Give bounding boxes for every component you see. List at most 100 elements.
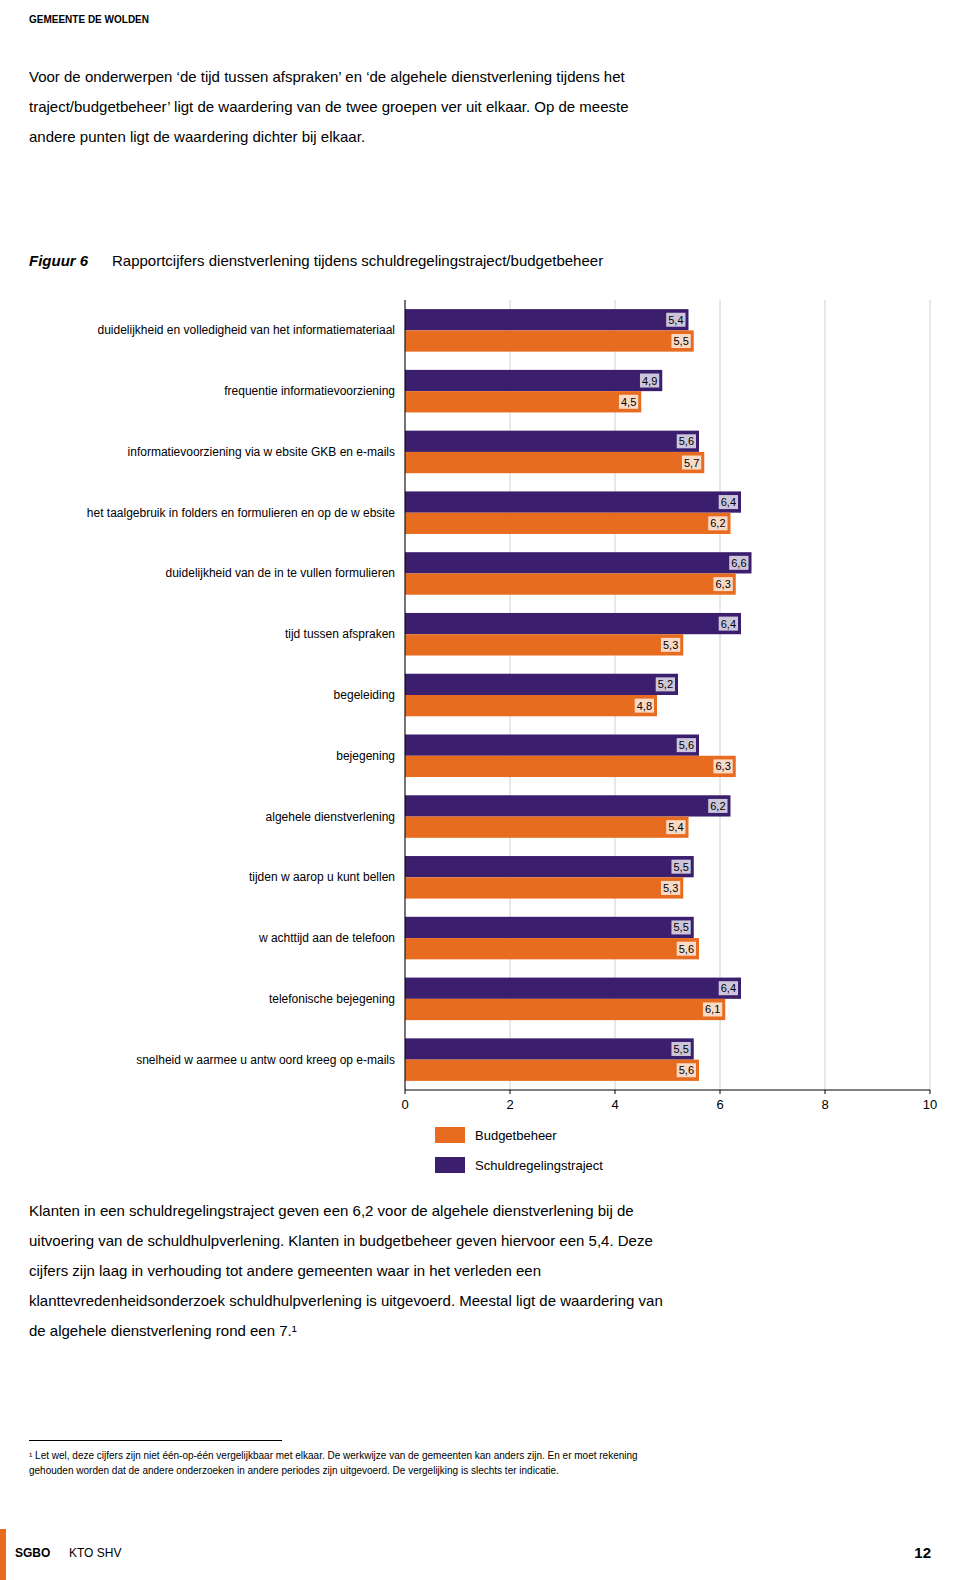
category-label: het taalgebruik in folders en formuliere… [87, 506, 396, 520]
category-label: tijden w aarop u kunt bellen [249, 870, 395, 884]
category-label: telefonische bejegening [269, 992, 395, 1006]
title: Rapportcijfers dienstverlening tijdens s… [112, 252, 603, 269]
category-label: w achttijd aan de telefoon [258, 931, 395, 945]
data-label: 4,8 [637, 700, 652, 712]
legend-swatch [435, 1127, 465, 1143]
footer-line: klanttevredenheidsonderzoek schuldhulpve… [29, 1286, 934, 1316]
data-label: 4,5 [621, 396, 636, 408]
sgbo-label: SGBO [15, 1546, 50, 1560]
footer-line: uitvoering van de schuldhulpverlening. K… [29, 1226, 934, 1256]
data-label-bg [677, 942, 696, 956]
data-label-bg [703, 1002, 722, 1016]
grid-line [930, 300, 931, 1090]
data-label: 6,6 [731, 557, 746, 569]
x-tick-label: 8 [821, 1097, 828, 1112]
data-label: 5,6 [679, 943, 694, 955]
data-label: 5,6 [679, 435, 694, 447]
data-label-bg [656, 677, 675, 691]
page: GEMEENTE DE WOLDENVoor de onderwerpen ‘d… [0, 0, 960, 1580]
intro-line: andere punten ligt de waardering dichter… [29, 122, 934, 152]
data-label-bg [677, 434, 696, 448]
intro-line: Voor de onderwerpen ‘de tijd tussen afsp… [29, 62, 934, 92]
x-tick-label: 6 [716, 1097, 723, 1112]
category-label: informatievoorziening via w ebsite GKB e… [128, 445, 395, 459]
bar [405, 978, 741, 999]
bar [405, 309, 689, 330]
bar [405, 552, 752, 573]
bar [405, 391, 641, 412]
bar [405, 695, 657, 716]
x-tick [825, 1090, 826, 1094]
x-axis-line [405, 1090, 930, 1091]
title-label: Figuur 6 [29, 252, 88, 269]
data-label-bg [719, 617, 738, 631]
data-label-bg [713, 577, 732, 591]
bar [405, 330, 694, 351]
data-label-bg [640, 374, 659, 388]
data-label: 5,5 [673, 921, 688, 933]
data-label: 6,4 [721, 618, 736, 630]
footer-line: Klanten in een schuldregelingstraject ge… [29, 1196, 934, 1226]
footnote-line: ¹ Let wel, deze cijfers zijn niet één-op… [29, 1448, 949, 1463]
bar [405, 735, 699, 756]
data-label: 6,4 [721, 496, 736, 508]
bar [405, 999, 725, 1020]
bar [405, 370, 662, 391]
data-label: 6,2 [710, 517, 725, 529]
bar [405, 491, 741, 512]
footnote-line: gehouden worden dat de andere onderzoeke… [29, 1463, 949, 1478]
bar [405, 613, 741, 634]
data-label: 5,5 [673, 335, 688, 347]
bar [405, 877, 683, 898]
data-label-bg [671, 334, 690, 348]
legend-swatch [435, 1157, 465, 1173]
category-labels: duidelijkheid en volledigheid van het in… [87, 323, 396, 1066]
bar [405, 634, 683, 655]
data-label-bg [713, 759, 732, 773]
data-labels: 5,45,54,94,55,65,76,46,26,66,36,45,35,24… [619, 313, 749, 1078]
bar [405, 756, 736, 777]
bar [405, 452, 704, 473]
x-tick-label: 2 [506, 1097, 513, 1112]
data-label-bg [677, 738, 696, 752]
data-label-bg [719, 495, 738, 509]
legend: BudgetbeheerSchuldregelingstraject [435, 1127, 603, 1173]
category-label: duidelijkheid van de in te vullen formul… [166, 566, 395, 580]
grid-line [720, 300, 721, 1090]
data-label: 6,3 [715, 760, 730, 772]
bar [405, 817, 689, 838]
data-label-bg [677, 1063, 696, 1077]
data-label: 5,6 [679, 1064, 694, 1076]
footnote: ¹ Let wel, deze cijfers zijn niet één-op… [29, 1448, 949, 1478]
kto-label: KTO SHV [69, 1546, 121, 1560]
bottom-stripe [0, 1529, 6, 1580]
intro-text: Voor de onderwerpen ‘de tijd tussen afsp… [29, 62, 934, 152]
bar [405, 1038, 694, 1059]
data-label: 5,2 [658, 678, 673, 690]
y-axis-line [405, 300, 406, 1090]
category-label: duidelijkheid en volledigheid van het in… [97, 323, 395, 337]
page-number: 12 [914, 1544, 931, 1561]
data-label-bg [682, 456, 701, 470]
data-label: 5,6 [679, 739, 694, 751]
data-label-bg [635, 699, 654, 713]
data-label-bg [708, 799, 727, 813]
grid-line [405, 300, 406, 1090]
x-tick [720, 1090, 721, 1094]
legend-label: Schuldregelingstraject [475, 1158, 603, 1173]
data-label: 5,3 [663, 639, 678, 651]
footnote-rule [29, 1440, 282, 1441]
bar [405, 917, 694, 938]
data-label: 6,4 [721, 982, 736, 994]
bars [405, 309, 752, 1081]
bottom-bar: SGBO KTO SHV 12 [0, 1529, 960, 1580]
data-label-bg [671, 920, 690, 934]
x-tick [405, 1090, 406, 1094]
data-label-bg [661, 881, 680, 895]
footer-line: de algehele dienstverlening rond een 7.¹ [29, 1316, 934, 1346]
x-tick-label: 0 [401, 1097, 408, 1112]
category-label: bejegening [336, 749, 395, 763]
x-ticks: 0246810 [401, 1090, 937, 1112]
data-label-bg [729, 556, 748, 570]
data-label: 5,5 [673, 861, 688, 873]
